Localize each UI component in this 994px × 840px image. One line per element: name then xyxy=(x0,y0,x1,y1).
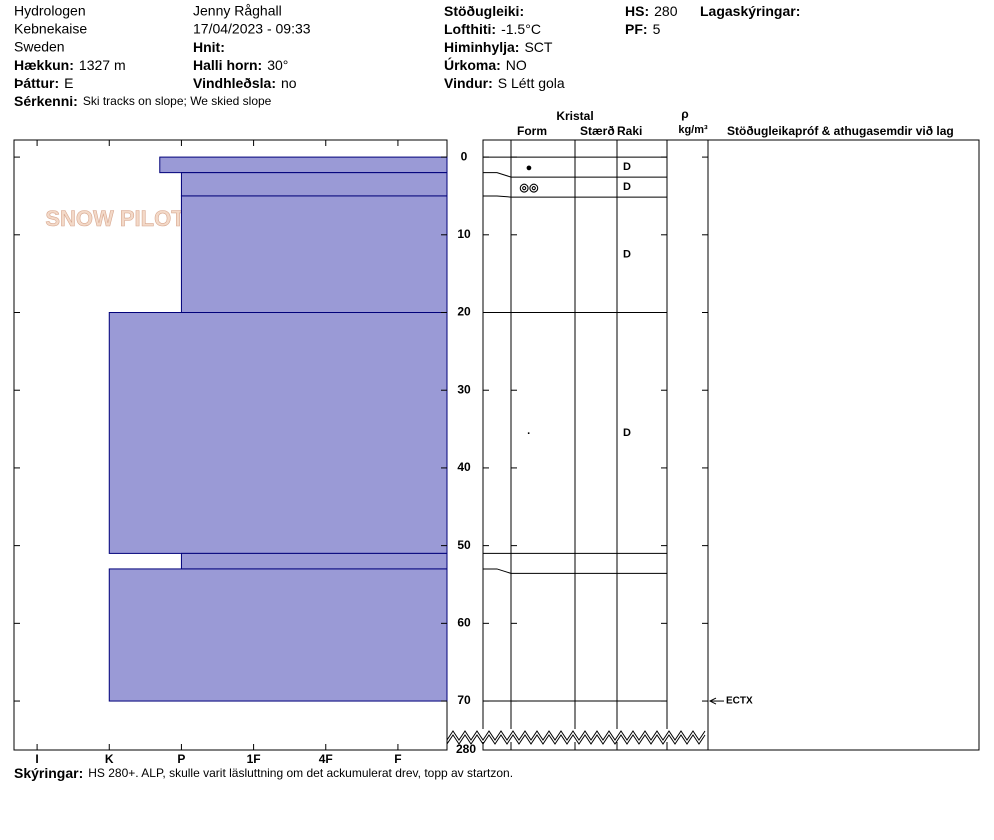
crystal-header: Kristal xyxy=(556,109,593,123)
rho-header: ρ xyxy=(681,107,688,121)
density-header: kg/m³ xyxy=(678,124,708,136)
header-field: Þáttur: E xyxy=(14,75,73,91)
hardness-label: P xyxy=(177,752,185,766)
depth-break xyxy=(446,734,706,745)
bottom-depth: 280 xyxy=(456,742,476,756)
form-header: Form xyxy=(517,124,547,138)
remarks-label: Sérkenni: xyxy=(14,93,78,109)
grain-form: ● xyxy=(526,162,533,174)
header-field: Stöðugleiki: xyxy=(444,3,524,19)
field-label: PF: xyxy=(625,21,648,37)
field-label: Hækkun: xyxy=(14,57,74,73)
grain-form: ◎◎ xyxy=(519,182,539,194)
field-label: Lagaskýringar: xyxy=(700,3,800,19)
field-label: Vindur: xyxy=(444,75,493,91)
field-label: Lofthiti: xyxy=(444,21,496,37)
footer-label: Skýringar: xyxy=(14,765,83,781)
field-label: Þáttur: xyxy=(14,75,59,91)
header-field: Himinhylja: SCT xyxy=(444,39,553,55)
hardness-bar xyxy=(108,568,448,702)
hardness-bar xyxy=(108,312,448,554)
depth-label: 50 xyxy=(457,538,471,552)
depth-label: 0 xyxy=(461,149,468,163)
depth-label: 30 xyxy=(457,382,471,396)
moisture-header: Raki xyxy=(617,124,642,138)
comments-header: Stöðugleikapróf & athugasemdir við lag xyxy=(727,124,954,138)
header-field: Hnit: xyxy=(193,39,225,55)
moisture: D xyxy=(623,249,631,261)
header-field: Vindhleðsla: no xyxy=(193,75,297,91)
logo: SNOW PILOT xyxy=(45,206,185,231)
header-field: Lofthiti: -1.5°C xyxy=(444,21,541,37)
header-field: Halli horn: 30° xyxy=(193,57,288,73)
hardness-label: F xyxy=(394,752,401,766)
depth-break xyxy=(446,730,706,741)
moisture: D xyxy=(623,427,631,439)
header-text: 17/04/2023 - 09:33 xyxy=(193,21,311,37)
hardness-bar xyxy=(180,195,448,314)
field-label: Úrkoma: xyxy=(444,56,501,73)
depth-label: 20 xyxy=(457,305,471,319)
header-field: Lagaskýringar: xyxy=(700,3,800,19)
hardness-label: I xyxy=(35,752,38,766)
field-label: Himinhylja: xyxy=(444,39,519,55)
field-value: 1327 m xyxy=(79,57,126,73)
table-columns xyxy=(510,140,709,750)
table-frame xyxy=(482,139,980,751)
field-value: -1.5°C xyxy=(501,21,541,37)
hardness-label: K xyxy=(105,752,114,766)
header-field: HS: 280 xyxy=(625,3,678,19)
field-value: S Létt gola xyxy=(498,75,565,91)
field-value: 5 xyxy=(653,21,661,37)
header-text: Hydrologen xyxy=(14,3,86,19)
hardness-bar xyxy=(159,156,448,174)
layer-connector xyxy=(483,172,512,178)
header-field: Vindur: S Létt gola xyxy=(444,75,565,91)
moisture: D xyxy=(623,161,631,173)
header-field: PF: 5 xyxy=(625,21,661,37)
field-label: Hnit: xyxy=(193,39,225,55)
field-value: 30° xyxy=(267,57,288,73)
field-value: E xyxy=(64,75,73,91)
hardness-label: 1F xyxy=(247,752,261,766)
header-text: Jenny Råghall xyxy=(193,3,282,19)
footer-value: HS 280+. ALP, skulle varit läsluttning o… xyxy=(88,766,513,780)
header-text: Sweden xyxy=(14,39,65,55)
test-arrow xyxy=(708,697,717,705)
depth-label: 40 xyxy=(457,460,471,474)
size-header: Stærð xyxy=(580,124,615,138)
remarks: Sérkenni: Ski tracks on slope; We skied s… xyxy=(14,93,272,109)
depth-label: 10 xyxy=(457,227,471,241)
header-field: Hækkun: 1327 m xyxy=(14,57,126,73)
field-label: HS: xyxy=(625,3,649,19)
hardness-label: 4F xyxy=(319,752,333,766)
header-text: Kebnekaise xyxy=(14,21,87,37)
layer-connector xyxy=(483,568,512,574)
footer: Skýringar: HS 280+. ALP, skulle varit läs… xyxy=(14,765,513,781)
field-label: Halli horn: xyxy=(193,57,262,73)
test-label: ECTX xyxy=(726,696,753,707)
moisture: D xyxy=(623,181,631,193)
hardness-bar xyxy=(180,172,448,197)
hardness-bar xyxy=(180,552,448,570)
field-label: Stöðugleiki: xyxy=(444,3,524,19)
field-value: no xyxy=(281,75,297,91)
remarks-value: Ski tracks on slope; We skied slope xyxy=(83,94,272,108)
field-value: 280 xyxy=(654,3,678,19)
layer-connector xyxy=(483,195,512,198)
field-value: NO xyxy=(506,57,527,73)
grain-form: · xyxy=(527,428,531,440)
depth-label: 70 xyxy=(457,693,471,707)
depth-label: 60 xyxy=(457,616,471,630)
header-field: Úrkoma: NO xyxy=(444,56,527,73)
field-label: Vindhleðsla: xyxy=(193,75,276,91)
field-value: SCT xyxy=(524,39,552,55)
